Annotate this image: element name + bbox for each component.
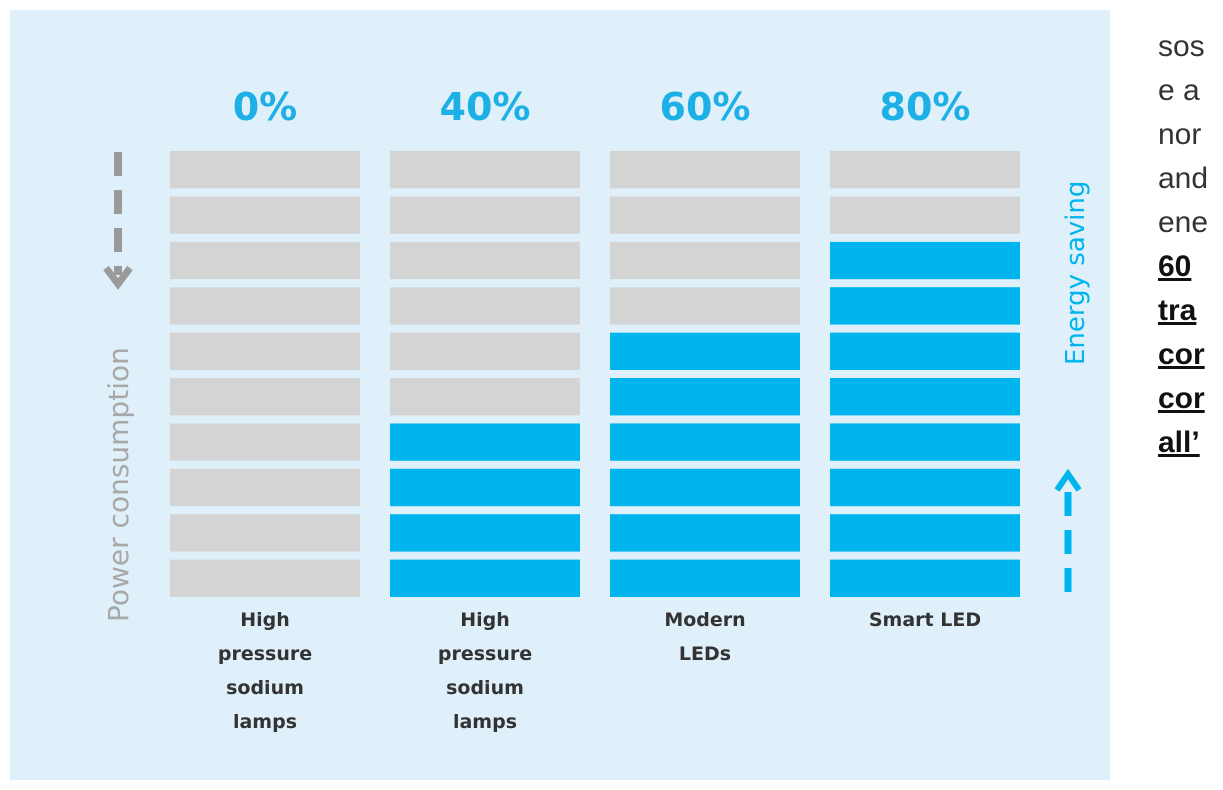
block (170, 423, 360, 461)
block-gap (830, 279, 1020, 288)
block-gap (610, 233, 800, 242)
block-gap (390, 415, 580, 424)
category-label: High pressure sodium lamps (437, 609, 533, 733)
bar (830, 241, 1020, 606)
block (170, 514, 360, 552)
block-gap (830, 597, 1020, 605)
block-gap (610, 370, 800, 378)
block (170, 332, 360, 370)
side-text: nor (1158, 118, 1202, 151)
block-gap (610, 506, 800, 515)
block-gap (830, 506, 1020, 515)
side-text: sos (1158, 30, 1205, 63)
side-text: e a (1158, 74, 1200, 107)
block-gap (610, 188, 800, 197)
block-gap (830, 324, 1020, 333)
block (170, 378, 360, 416)
block (610, 196, 800, 234)
value-label: 80% (880, 85, 971, 129)
block (170, 196, 360, 234)
value-label: 60% (660, 85, 751, 129)
value-label: 0% (233, 85, 298, 129)
block-gap (390, 324, 580, 333)
block-gap (610, 460, 800, 469)
block-gap (390, 233, 580, 242)
block (390, 241, 580, 280)
block-gap (170, 551, 360, 560)
block (830, 196, 1020, 234)
block-gap (390, 279, 580, 288)
block-gap (610, 415, 800, 424)
block-gap (830, 551, 1020, 560)
block (170, 468, 360, 507)
block (610, 241, 800, 280)
block (390, 332, 580, 370)
y-axis-label: Power consumption (102, 347, 135, 622)
block-gap (170, 233, 360, 242)
block-gap (170, 460, 360, 469)
block-gap (610, 324, 800, 333)
block (170, 287, 360, 325)
block (830, 151, 1020, 189)
side-text: ene (1158, 206, 1209, 239)
side-text-bold: all’ (1158, 426, 1200, 459)
block (610, 151, 800, 189)
block-gap (170, 370, 360, 378)
block-gap (830, 415, 1020, 424)
block-gap (830, 370, 1020, 378)
block-gap (390, 597, 580, 605)
side-text-bold: tra (1158, 294, 1197, 327)
axis-arrow-head (103, 265, 133, 290)
side-text-bold: cor (1158, 338, 1205, 371)
block-gap (390, 370, 580, 378)
block (390, 287, 580, 325)
block-gap (170, 188, 360, 197)
block-gap (390, 551, 580, 560)
side-text: and (1158, 162, 1209, 195)
block (610, 287, 800, 325)
block (170, 151, 360, 189)
side-text-bold: 60 (1158, 250, 1192, 283)
axis-arrow-head (1054, 468, 1082, 492)
y2-axis-label: Energy saving (1061, 181, 1091, 365)
block (170, 241, 360, 280)
block-gap (610, 551, 800, 560)
block-gap (830, 188, 1020, 197)
block-gap (390, 188, 580, 197)
block-gap (390, 460, 580, 469)
category-label: High pressure sodium lamps (217, 609, 313, 733)
block-gap (390, 506, 580, 515)
category-label: Smart LED (868, 609, 982, 631)
category-label: Modern LEDs (664, 609, 746, 665)
block-gap (170, 506, 360, 515)
block (390, 151, 580, 189)
side-text-bold: cor (1158, 382, 1205, 415)
block-gap (830, 460, 1020, 469)
block-gap (610, 279, 800, 288)
block-gap (170, 324, 360, 333)
block-gap (610, 597, 800, 605)
block-gap (170, 279, 360, 288)
block (170, 559, 360, 597)
value-label: 40% (440, 85, 531, 129)
block (390, 378, 580, 416)
block-gap (170, 415, 360, 424)
block-gap (170, 597, 360, 605)
block (390, 196, 580, 234)
block-gap (830, 233, 1020, 242)
